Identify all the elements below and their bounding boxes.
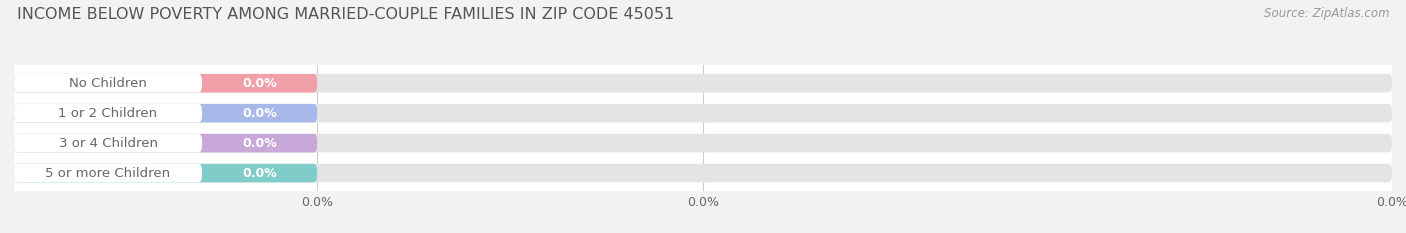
FancyBboxPatch shape (14, 74, 1392, 93)
Text: No Children: No Children (69, 77, 148, 90)
FancyBboxPatch shape (14, 74, 202, 93)
FancyBboxPatch shape (14, 164, 202, 182)
Text: 0.0%: 0.0% (242, 77, 277, 90)
Text: 0.0%: 0.0% (242, 167, 277, 180)
Text: 1 or 2 Children: 1 or 2 Children (59, 107, 157, 120)
Text: 0.0%: 0.0% (242, 107, 277, 120)
Text: 3 or 4 Children: 3 or 4 Children (59, 137, 157, 150)
FancyBboxPatch shape (14, 74, 318, 93)
Text: 0.0%: 0.0% (242, 137, 277, 150)
FancyBboxPatch shape (14, 104, 202, 123)
FancyBboxPatch shape (14, 104, 318, 123)
FancyBboxPatch shape (14, 164, 318, 182)
FancyBboxPatch shape (14, 134, 318, 152)
FancyBboxPatch shape (14, 104, 1392, 123)
Text: 5 or more Children: 5 or more Children (45, 167, 170, 180)
FancyBboxPatch shape (14, 164, 1392, 182)
FancyBboxPatch shape (14, 134, 1392, 152)
Text: Source: ZipAtlas.com: Source: ZipAtlas.com (1264, 7, 1389, 20)
FancyBboxPatch shape (14, 134, 202, 152)
Text: INCOME BELOW POVERTY AMONG MARRIED-COUPLE FAMILIES IN ZIP CODE 45051: INCOME BELOW POVERTY AMONG MARRIED-COUPL… (17, 7, 673, 22)
